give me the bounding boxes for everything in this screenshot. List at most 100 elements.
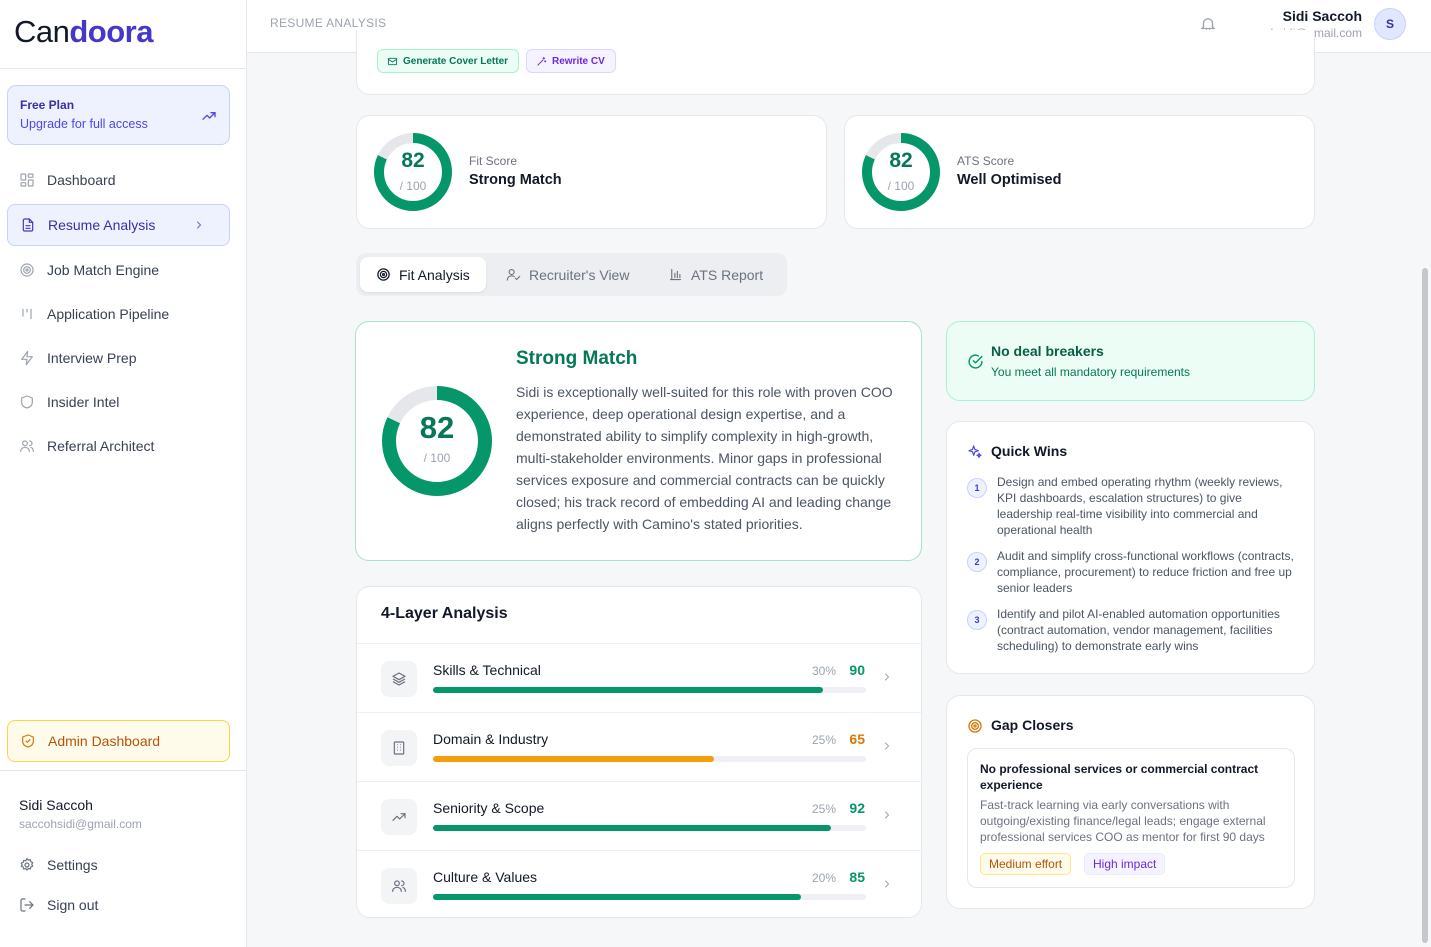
layer-row-culture[interactable]: Culture & Values 20% 85 <box>357 850 921 919</box>
sidebar-item-label: Resume Analysis <box>48 217 156 233</box>
settings-label: Settings <box>47 857 98 873</box>
quick-wins-card: Quick Wins 1 Design and embed operating … <box>946 421 1315 674</box>
layer-row-domain[interactable]: Domain & Industry 25% 65 <box>357 712 921 781</box>
ats-score-arc <box>862 133 940 211</box>
chevron-right-icon <box>885 742 890 750</box>
layer-row-skills[interactable]: Skills & Technical 30% 90 <box>357 643 921 712</box>
sidebar-item-job-match-engine[interactable]: Job Match Engine <box>7 249 230 291</box>
layers-icon <box>392 672 406 686</box>
document-icon <box>22 218 34 232</box>
grid-icon <box>20 173 34 187</box>
quick-win-text: Design and embed operating rhythm (weekl… <box>997 475 1283 537</box>
gap-closer-item: No professional services or commercial c… <box>967 748 1295 888</box>
tab-fit-analysis[interactable]: Fit Analysis <box>360 257 486 292</box>
sidebar-item-resume-analysis[interactable]: Resume Analysis <box>7 204 230 246</box>
effort-badge: Medium effort <box>980 853 1072 875</box>
sidebar-user-name: Sidi Saccoh <box>19 797 93 813</box>
rewrite-cv-button[interactable]: Rewrite CV <box>526 49 616 73</box>
fit-score-max: / 100 <box>399 179 427 193</box>
sidebar-divider <box>0 770 246 771</box>
layer-weight: 25% <box>811 802 836 816</box>
header-user-name: Sidi Saccoh <box>1282 8 1362 24</box>
sidebar-item-insider-intel[interactable]: Insider Intel <box>7 381 230 423</box>
tab-ats-report[interactable]: ATS Report <box>652 257 779 292</box>
summary-score-ring <box>382 386 492 496</box>
layer-score: 92 <box>849 800 865 816</box>
sign-out-link[interactable]: Sign out <box>19 897 98 913</box>
sign-out-icon <box>20 898 34 912</box>
summary-score-max: / 100 <box>423 451 451 465</box>
pipeline-icon <box>22 308 32 320</box>
fit-score-verdict: Strong Match <box>469 172 562 188</box>
mail-icon <box>387 57 398 65</box>
layer-progress-track <box>433 825 866 831</box>
quick-win-number: 1 <box>967 478 987 498</box>
sidebar-item-interview-prep[interactable]: Interview Prep <box>7 337 230 379</box>
chevron-right-icon <box>885 880 890 888</box>
quick-win-text: Identify and pilot AI-enabled automation… <box>997 607 1280 653</box>
layers-title: 4-Layer Analysis <box>381 605 508 622</box>
sidebar-item-referral-architect[interactable]: Referral Architect <box>7 425 230 467</box>
chevron-right-icon <box>197 221 202 229</box>
ats-score-ring <box>862 133 940 211</box>
layer-weight: 20% <box>811 871 836 885</box>
sidebar: Candoora Free Plan Upgrade for full acce… <box>0 0 247 947</box>
layer-score: 85 <box>849 869 865 885</box>
users-icon-box <box>381 868 417 904</box>
shield-icon <box>21 395 33 409</box>
quick-win-number: 3 <box>967 610 987 630</box>
gap-closers-title: Gap Closers <box>991 717 1074 733</box>
target-icon <box>377 268 390 281</box>
layer-name: Culture & Values <box>433 869 538 885</box>
layers-icon-box <box>381 661 417 697</box>
upgrade-plan-card[interactable]: Free Plan Upgrade for full access <box>7 85 230 145</box>
analysis-tabs: Fit Analysis Recruiter's View ATS Report <box>356 253 787 296</box>
sparkles-icon <box>968 445 982 458</box>
avatar[interactable]: S <box>1374 8 1406 40</box>
deal-breakers-title: No deal breakers <box>991 343 1104 359</box>
app-logo[interactable]: Candoora <box>14 14 153 50</box>
plan-subtitle: Upgrade for full access <box>20 117 148 131</box>
layer-progress-fill <box>433 894 802 900</box>
sidebar-user-info: Sidi Saccoh saccohsidi@gmail.com <box>19 797 142 831</box>
sidebar-item-label: Application Pipeline <box>47 306 170 322</box>
sidebar-item-application-pipeline[interactable]: Application Pipeline <box>7 293 230 335</box>
rewrite-cv-label: Rewrite CV <box>552 55 605 67</box>
sidebar-item-label: Dashboard <box>47 172 116 188</box>
sidebar-item-dashboard[interactable]: Dashboard <box>7 159 230 201</box>
tab-recruiters-view[interactable]: Recruiter's View <box>490 257 645 292</box>
settings-link[interactable]: Settings <box>19 857 98 873</box>
logo-text-part2: doora <box>69 14 153 49</box>
check-circle-icon <box>968 354 983 369</box>
ats-score-value: 82 <box>889 149 913 172</box>
four-layer-analysis-card: 4-Layer Analysis Skills & Technical 30% … <box>356 586 922 918</box>
chevron-right-icon <box>885 811 890 819</box>
trending-up-icon <box>392 813 406 821</box>
layer-name: Skills & Technical <box>433 662 541 678</box>
summary-heading: Strong Match <box>516 348 638 369</box>
layer-progress-fill <box>433 756 715 762</box>
plan-title: Free Plan <box>20 98 75 112</box>
breadcrumb: RESUME ANALYSIS <box>270 16 387 30</box>
bolt-icon <box>21 350 33 366</box>
tab-label: Fit Analysis <box>399 266 470 283</box>
deal-breakers-subtitle: You meet all mandatory requirements <box>991 365 1190 379</box>
fit-score-ring <box>374 133 452 211</box>
tab-label: Recruiter's View <box>529 266 630 283</box>
sidebar-item-label: Interview Prep <box>47 350 137 366</box>
layer-row-seniority[interactable]: Seniority & Scope 25% 92 <box>357 781 921 850</box>
cover-letter-label: Generate Cover Letter <box>403 55 509 67</box>
admin-dashboard-button[interactable]: Admin Dashboard <box>7 720 230 762</box>
generate-cover-letter-button[interactable]: Generate Cover Letter <box>377 49 520 73</box>
summary-text: Sidi is exceptionally well-suited for th… <box>516 384 893 532</box>
ats-score-card: 82 / 100 ATS Score Well Optimised <box>844 115 1315 229</box>
match-summary-card: 82 / 100 Strong Match Sidi is exceptiona… <box>355 321 922 561</box>
ats-score-verdict: Well Optimised <box>957 172 1062 188</box>
page-scrollbar[interactable] <box>1422 268 1428 943</box>
sidebar-item-label: Job Match Engine <box>47 262 160 278</box>
layer-name: Domain & Industry <box>433 731 549 747</box>
layer-weight: 30% <box>811 664 836 678</box>
impact-badge: High impact <box>1084 853 1166 875</box>
layer-score: 65 <box>849 731 865 747</box>
shield-check-icon <box>22 734 34 748</box>
